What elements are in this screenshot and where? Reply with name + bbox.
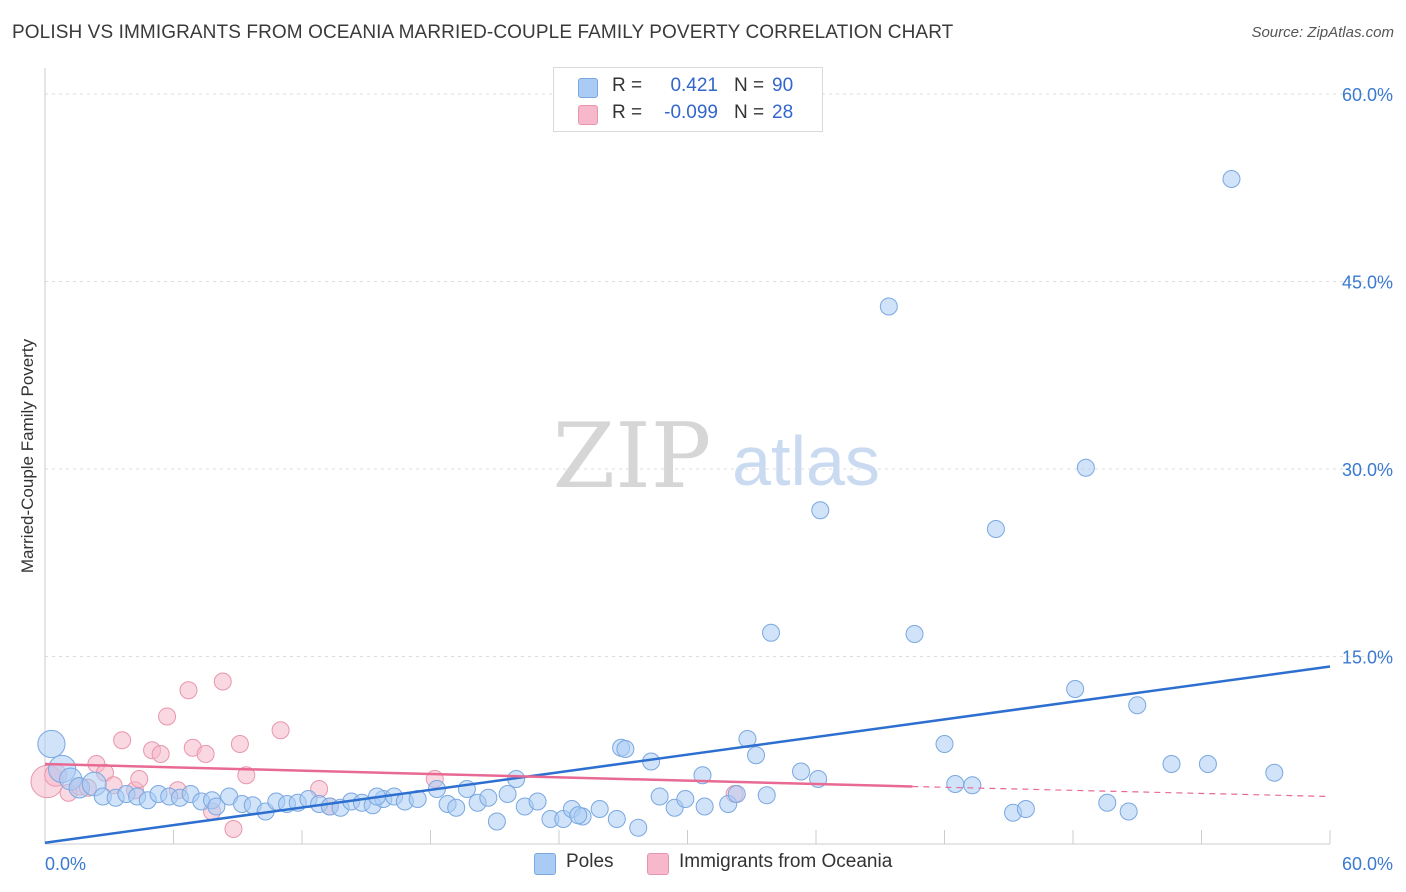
poles-point xyxy=(447,798,466,817)
oceania-point xyxy=(230,735,249,753)
watermark: ZIP atlas xyxy=(553,404,880,509)
poles-point xyxy=(650,787,669,806)
x-tick-label: 0.0% xyxy=(45,854,86,874)
poles-point xyxy=(528,792,547,811)
oceania-point xyxy=(158,707,177,726)
oceania-point xyxy=(224,820,243,838)
oceania-trend-line xyxy=(44,762,913,788)
n-value: 28 xyxy=(772,102,794,123)
poles-point xyxy=(1128,696,1147,715)
poles-point xyxy=(757,786,776,805)
poles-point xyxy=(1162,755,1181,773)
poles-point xyxy=(498,785,517,803)
chart-title: POLISH VS IMMIGRANTS FROM OCEANIA MARRIE… xyxy=(12,22,954,43)
poles-point xyxy=(1198,755,1217,773)
poles-point xyxy=(1222,170,1241,188)
legend-label: Poles xyxy=(566,851,614,872)
poles-point xyxy=(762,623,781,642)
oceania-swatch xyxy=(578,105,598,125)
oceania-swatch xyxy=(647,853,669,875)
series-legend: Poles Immigrants from Oceania xyxy=(0,851,1406,877)
poles-trend-line xyxy=(44,665,1331,844)
poles-point xyxy=(1016,800,1035,818)
n-label: N = xyxy=(734,75,765,96)
poles-point xyxy=(811,501,830,520)
oceania-point xyxy=(113,731,132,750)
poles-point xyxy=(1265,763,1284,782)
poles-point xyxy=(487,812,506,831)
y-tick-label: 45.0% xyxy=(1342,273,1393,293)
poles-point xyxy=(590,800,609,818)
source-attribution: Source: ZipAtlas.com xyxy=(1251,24,1394,41)
gridlines xyxy=(45,93,1395,657)
trend-lines xyxy=(44,665,1331,844)
r-value: -0.099 xyxy=(664,102,718,123)
y-tick-label: 60.0% xyxy=(1342,85,1393,105)
poles-point xyxy=(935,735,954,753)
poles-point xyxy=(946,775,965,793)
axes xyxy=(44,68,1331,845)
poles-point xyxy=(207,797,226,816)
poles-point xyxy=(693,766,712,785)
poles-point xyxy=(1119,802,1138,821)
poles-point xyxy=(905,625,924,643)
poles-point xyxy=(1066,680,1085,698)
poles-point xyxy=(747,746,766,765)
poles-point xyxy=(879,297,898,316)
poles-point xyxy=(616,740,635,758)
y-tick-label: 30.0% xyxy=(1342,460,1393,480)
oceania-point xyxy=(213,672,232,691)
poles-point xyxy=(986,520,1005,538)
n-label: N = xyxy=(734,102,765,123)
x-tick-label: 60.0% xyxy=(1342,854,1393,874)
oceania-point xyxy=(151,745,170,763)
poles-point xyxy=(676,790,695,808)
y-tick-label: 15.0% xyxy=(1342,648,1393,668)
oceania-point xyxy=(179,681,198,700)
legend-label: Immigrants from Oceania xyxy=(679,851,893,872)
poles-point xyxy=(569,806,588,825)
oceania-point xyxy=(130,770,149,788)
poles-swatch xyxy=(578,78,598,98)
poles-point xyxy=(695,797,714,816)
watermark-zip: ZIP xyxy=(553,404,712,509)
tick-labels: 15.0% 30.0% 45.0% 60.0% 0.0% 60.0% xyxy=(45,85,1393,874)
watermark-atlas: atlas xyxy=(732,422,880,500)
oceania-trend-extension xyxy=(912,785,1331,798)
r-label: R = xyxy=(612,102,643,123)
poles-point xyxy=(629,818,648,837)
n-value: 90 xyxy=(772,75,794,96)
poles-point xyxy=(479,788,498,807)
poles-point xyxy=(37,729,66,759)
poles-point xyxy=(1098,793,1117,812)
poles-point xyxy=(963,776,982,795)
correlation-legend: R = 0.421 N = 90 R = -0.099 N = 28 xyxy=(553,67,823,132)
poles-point xyxy=(792,762,811,781)
poles-point xyxy=(607,810,626,828)
r-value: 0.421 xyxy=(670,75,718,96)
poles-point xyxy=(727,785,746,803)
poles-point xyxy=(1076,458,1095,477)
poles-swatch xyxy=(534,853,556,875)
oceania-point xyxy=(271,721,290,740)
r-label: R = xyxy=(612,75,643,96)
oceania-point xyxy=(196,745,215,763)
oceania-point xyxy=(237,766,256,785)
